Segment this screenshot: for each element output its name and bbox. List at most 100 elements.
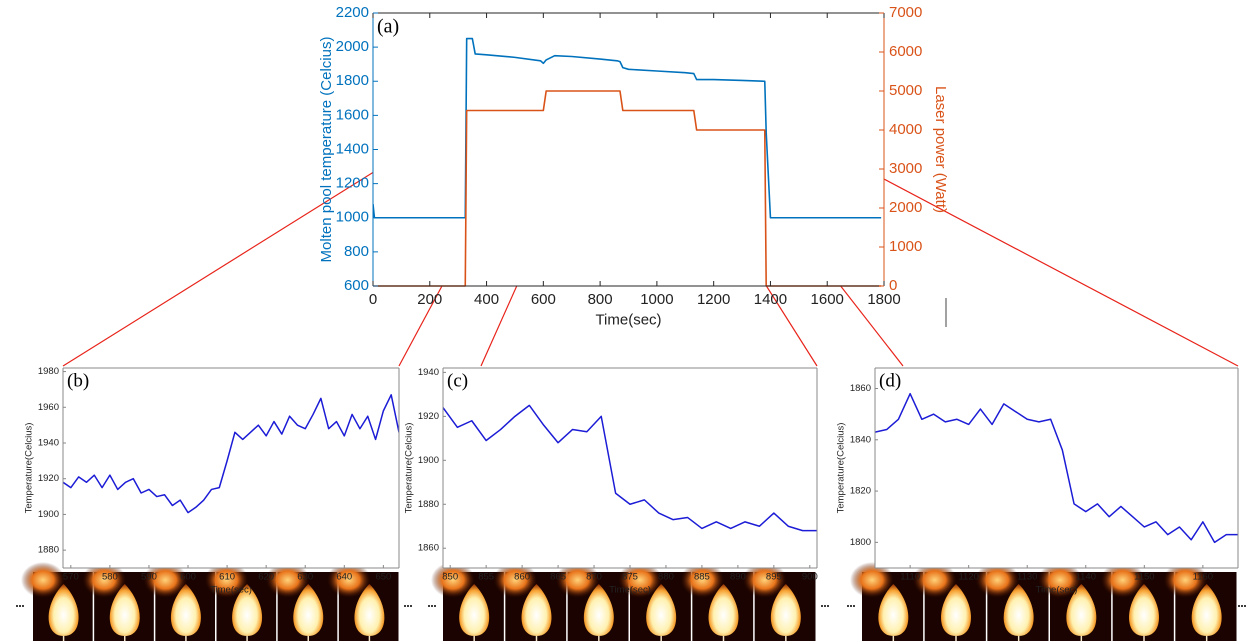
x-tick-label: 850 [442,572,458,583]
panel-label: (d) [879,371,901,392]
flame [109,584,140,636]
x-tick-label: 610 [219,572,235,583]
y-tick-label: 1820 [850,486,871,497]
plot-area [63,368,399,568]
flame [170,584,201,636]
panel-label: (c) [447,371,468,392]
flame [48,584,79,636]
flame [354,584,385,636]
ellipsis-dot [431,605,433,607]
x-tick-label: 620 [258,572,274,583]
frame-glow [21,562,65,598]
x-tick-label: 200 [417,291,442,308]
x-tick-label: 1140 [1076,572,1096,583]
x-tick-label: 880 [658,572,674,583]
x-tick-label: 600 [531,291,556,308]
y2-tick-label: 6000 [889,43,922,60]
x-tick-label: 860 [514,572,530,583]
ellipsis-dot [1241,605,1243,607]
y-tick-label: 1880 [418,499,439,510]
series-line [443,404,817,532]
frame-glow [1038,562,1082,598]
x-tick-label: 400 [474,291,499,308]
ellipsis-dot [19,605,21,607]
series-line [875,392,1238,544]
x-tick-label: 900 [802,572,818,583]
series-line [63,394,399,514]
frame-glow [265,562,310,598]
flame [583,584,614,636]
ellipsis-dot [821,605,823,607]
x-tick-label: 865 [550,572,566,583]
y-tick-label: 1960 [38,402,59,413]
y-tick-label: 1860 [418,543,439,554]
flame [459,584,490,636]
y-tick-label: 1900 [418,455,439,466]
ellipsis-dot [827,605,829,607]
x-axis-label: Time(sec) [595,311,661,328]
x-tick-label: 1000 [640,291,673,308]
y-tick-label: 1940 [418,367,439,378]
x-tick-label: 1150 [1134,572,1154,583]
y2-tick-label: 7000 [889,4,922,21]
y2-tick-label: 3000 [889,160,922,177]
y-tick-label: 1000 [336,209,369,226]
ellipsis-dot [824,605,826,607]
frame-glow [1163,562,1208,598]
y-tick-label: 1880 [38,545,59,556]
flame [1191,584,1222,636]
frame-glow [82,562,127,598]
y-tick-label: 1200 [336,175,369,192]
flame [770,584,801,636]
x-tick-label: 1160 [1193,572,1213,583]
x-tick-label: 650 [375,572,391,583]
ellipsis-dot [434,605,436,607]
y-tick-label: 1940 [38,438,59,449]
frame-glow [143,562,188,598]
x-tick-label: 1130 [1017,572,1037,583]
ellipsis-dot [22,605,24,607]
y2-tick-label: 2000 [889,199,922,216]
y-axis-label: Temperature(Celcius) [404,423,415,514]
ellipsis-dot [1244,605,1246,607]
x-tick-label: 600 [180,572,196,583]
y-tick-label: 1600 [336,106,369,123]
y2-tick-label: 1000 [889,238,922,255]
x-tick-label: 0 [369,291,377,308]
x-tick-label: 570 [63,572,79,583]
frame-glow [742,562,787,598]
chart: 1110 1120 1130 1140 1150 1160 1800 1820 1840 1860… [836,367,1239,595]
x-tick-label: 1400 [754,291,787,308]
y-tick-label: 2000 [336,38,369,55]
flame [1129,584,1159,636]
image-strips [16,562,1246,641]
y-tick-label: 1400 [336,140,369,157]
frame-glow [618,562,662,598]
y-tick-label: 800 [344,243,369,260]
y-tick-label: 1840 [850,434,871,445]
ellipsis-dot [428,605,430,607]
flame [521,584,552,636]
y-tick-label: 1920 [418,411,439,422]
flame [878,584,909,636]
x-axis-label: Time(sec) [1036,584,1078,595]
frame-glow [912,562,957,598]
x-tick-label: 895 [766,572,782,583]
frame-glow [555,562,600,598]
y-axis-label: Temperature(Celcius) [836,423,847,514]
x-tick-label: 1120 [958,572,978,583]
ellipsis-dot [850,605,852,607]
x-tick-label: 855 [478,572,494,583]
y2-tick-label: 0 [889,277,897,294]
frame-glow [326,562,371,598]
ellipsis-dot [410,605,412,607]
flame [941,584,971,636]
y2-tick-label: 4000 [889,121,922,138]
frame-glow [850,562,894,598]
x-tick-label: 580 [102,572,118,583]
y2-tick-label: 5000 [889,82,922,99]
x-tick-label: 1800 [867,291,900,308]
ellipsis-dot [407,605,409,607]
chart: 850 855 860 865 870 875 880 885 890 895 900 1860 188… [404,367,818,595]
